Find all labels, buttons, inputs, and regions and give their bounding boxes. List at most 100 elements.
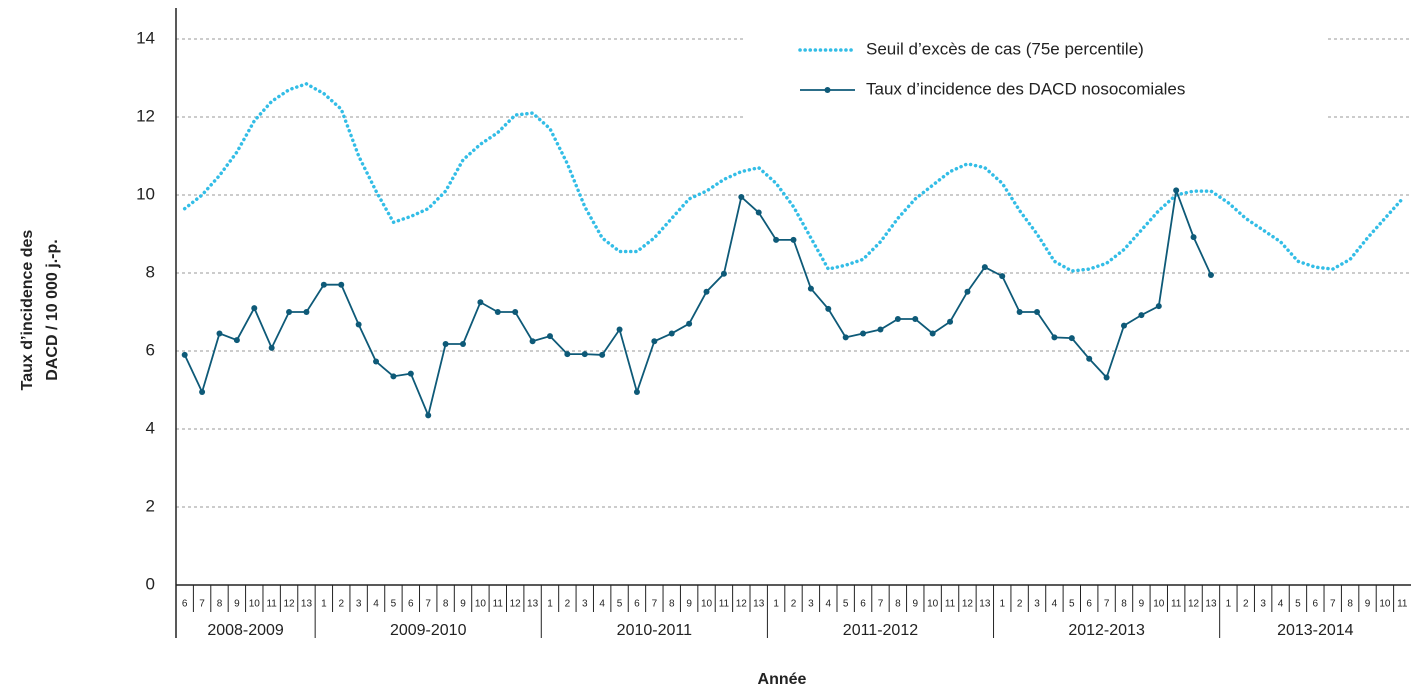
y-tick-label: 8 bbox=[146, 262, 155, 281]
x-tick-label: 7 bbox=[878, 599, 884, 610]
data-point bbox=[1086, 355, 1093, 362]
legend-label: Taux d’incidence des DACD nosocomiales bbox=[866, 79, 1185, 98]
x-tick-label: 12 bbox=[962, 599, 974, 610]
data-point bbox=[373, 358, 380, 365]
x-tick-label: 10 bbox=[927, 599, 939, 610]
y-axis-label: DACD / 10 000 j.-p. bbox=[44, 239, 61, 380]
legend-label: Seuil d’excès de cas (75e percentile) bbox=[866, 39, 1144, 58]
data-point bbox=[616, 326, 623, 333]
data-point bbox=[842, 334, 849, 341]
x-tick-label: 2 bbox=[791, 599, 797, 610]
x-tick-label: 5 bbox=[1295, 599, 1301, 610]
y-tick-label: 4 bbox=[146, 418, 155, 437]
data-point bbox=[355, 321, 362, 328]
x-tick-label: 4 bbox=[1278, 599, 1284, 610]
x-group-label: 2011-2012 bbox=[843, 622, 918, 639]
data-point bbox=[181, 351, 188, 358]
data-point bbox=[425, 412, 432, 419]
x-tick-label: 7 bbox=[652, 599, 658, 610]
x-tick-label: 6 bbox=[634, 599, 640, 610]
data-point bbox=[233, 337, 240, 344]
x-group-label: 2009-2010 bbox=[390, 622, 467, 639]
data-point bbox=[703, 288, 710, 295]
x-tick-label: 5 bbox=[617, 599, 623, 610]
y-tick-label: 6 bbox=[146, 340, 155, 359]
x-tick-label: 3 bbox=[1034, 599, 1040, 610]
data-point bbox=[303, 309, 310, 315]
x-tick-label: 2 bbox=[565, 599, 571, 610]
x-tick-label: 7 bbox=[425, 599, 431, 610]
x-tick-label: 2 bbox=[338, 599, 344, 610]
data-point bbox=[1207, 271, 1214, 278]
data-point bbox=[529, 338, 536, 345]
data-point bbox=[860, 330, 867, 337]
x-tick-label: 9 bbox=[686, 599, 692, 610]
data-point bbox=[929, 330, 936, 337]
data-point bbox=[268, 344, 275, 351]
data-point bbox=[442, 340, 449, 347]
data-point bbox=[1068, 335, 1075, 342]
data-point bbox=[807, 285, 814, 292]
x-tick-label: 10 bbox=[475, 599, 487, 610]
x-tick-label: 13 bbox=[979, 599, 991, 610]
y-tick-label: 10 bbox=[136, 184, 155, 203]
x-tick-label: 13 bbox=[301, 599, 313, 610]
x-tick-label: 12 bbox=[736, 599, 748, 610]
data-point bbox=[390, 373, 397, 380]
x-tick-label: 5 bbox=[843, 599, 849, 610]
data-point bbox=[251, 305, 258, 312]
data-point bbox=[738, 193, 745, 200]
data-point bbox=[460, 340, 467, 347]
x-tick-label: 13 bbox=[1205, 599, 1217, 610]
data-point bbox=[999, 273, 1006, 280]
data-point bbox=[320, 281, 327, 288]
legend: Seuil d’excès de cas (75e percentile) Tau… bbox=[745, 22, 1325, 122]
data-point bbox=[546, 333, 553, 340]
data-point bbox=[477, 299, 484, 306]
data-point bbox=[825, 305, 832, 312]
data-point bbox=[1138, 312, 1145, 319]
x-tick-label: 6 bbox=[182, 599, 188, 610]
data-point bbox=[981, 264, 988, 271]
data-point bbox=[894, 316, 901, 323]
x-tick-label: 11 bbox=[493, 599, 504, 610]
x-axis-label: Année bbox=[758, 671, 807, 688]
x-tick-label: 11 bbox=[1171, 599, 1182, 610]
x-tick-label: 3 bbox=[808, 599, 814, 610]
legend-background bbox=[745, 22, 1325, 122]
x-group-label: 2012-2013 bbox=[1068, 622, 1145, 639]
data-point bbox=[199, 388, 206, 395]
data-point bbox=[964, 288, 971, 295]
data-point bbox=[755, 209, 762, 216]
data-point bbox=[1173, 187, 1180, 194]
x-tick-label: 8 bbox=[1347, 599, 1353, 610]
x-tick-label: 3 bbox=[356, 599, 362, 610]
x-tick-label: 12 bbox=[284, 599, 296, 610]
x-tick-label: 12 bbox=[1188, 599, 1200, 610]
y-label-group: Taux d’incidence des DACD / 10 000 j.-p. bbox=[19, 230, 61, 391]
x-tick-label: 10 bbox=[701, 599, 713, 610]
x-tick-label: 7 bbox=[1330, 599, 1336, 610]
data-point bbox=[912, 316, 919, 323]
series-line bbox=[182, 81, 1405, 273]
x-tick-label: 11 bbox=[945, 599, 956, 610]
x-tick-label: 2 bbox=[1243, 599, 1249, 610]
data-point bbox=[494, 309, 501, 315]
x-tick-label: 13 bbox=[527, 599, 539, 610]
x-tick-label: 7 bbox=[199, 599, 205, 610]
x-tick-label: 3 bbox=[1260, 599, 1266, 610]
x-tick-label: 4 bbox=[599, 599, 605, 610]
data-point bbox=[1051, 334, 1058, 341]
x-tick-label: 8 bbox=[895, 599, 901, 610]
x-tick-label: 1 bbox=[773, 599, 779, 610]
data-point bbox=[633, 388, 640, 395]
y-tick-label: 14 bbox=[136, 28, 155, 47]
x-tick-label: 4 bbox=[373, 599, 379, 610]
data-point bbox=[338, 281, 345, 288]
data-point bbox=[286, 309, 293, 315]
x-tick-label: 6 bbox=[1086, 599, 1092, 610]
x-tick-label: 10 bbox=[1153, 599, 1165, 610]
data-point bbox=[512, 309, 519, 315]
x-tick-label: 8 bbox=[669, 599, 675, 610]
